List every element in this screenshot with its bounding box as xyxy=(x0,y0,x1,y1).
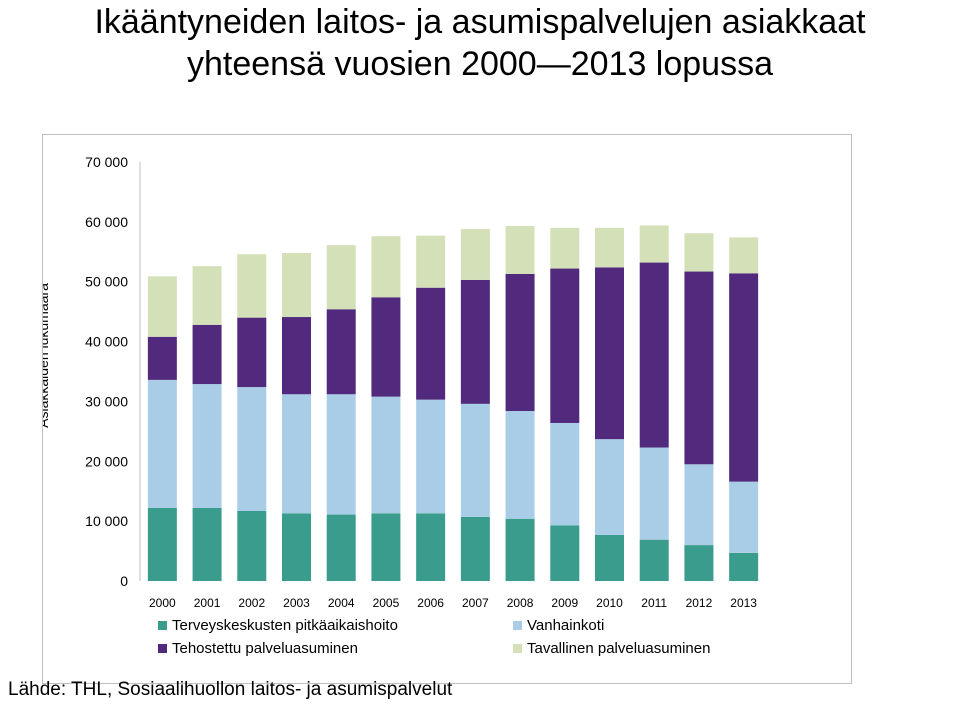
bar-segment xyxy=(460,229,490,280)
bar-segment xyxy=(282,252,311,318)
bar-segment xyxy=(505,273,535,412)
chart-title-line-1: Ikääntyneiden laitos- ja asumispalveluje… xyxy=(94,3,866,41)
bar-segment xyxy=(147,276,177,337)
bar-segment xyxy=(371,396,401,514)
bar-segment xyxy=(729,273,759,482)
x-tick-label: 2003 xyxy=(283,596,310,610)
legend-swatch xyxy=(158,621,167,630)
bar-segment xyxy=(416,235,446,288)
bar-segment xyxy=(416,513,446,581)
bar-segment xyxy=(729,237,759,274)
x-tick-label: 2005 xyxy=(373,596,400,610)
x-tick-label: 2009 xyxy=(551,596,578,610)
bar-segment xyxy=(684,271,714,465)
source-note: Lähde: THL, Sosiaalihuollon laitos- ja a… xyxy=(8,679,453,700)
bar-segment xyxy=(684,464,714,546)
x-tick-label: 2004 xyxy=(328,596,355,610)
bar-segment xyxy=(595,439,624,535)
bar-segment xyxy=(147,336,177,380)
x-tick-label: 2001 xyxy=(194,596,221,610)
legend-swatch xyxy=(513,621,522,630)
y-tick-label: 0 xyxy=(120,573,128,589)
x-tick-label: 2000 xyxy=(149,596,176,610)
chart-frame: 0 10 000 20 000 30 000 40 000 50 000 60 000 70 … xyxy=(42,134,852,684)
x-tick-label: 2010 xyxy=(596,596,623,610)
stacked-bar-chart: 0 10 000 20 000 30 000 40 000 50 000 60 000 70 … xyxy=(43,154,759,657)
bar-segment xyxy=(460,403,490,517)
bar-segment xyxy=(595,534,624,581)
legend-swatch xyxy=(158,644,167,653)
x-tick-label: 2007 xyxy=(462,596,489,610)
legend-label: Tavallinen palveluasuminen xyxy=(527,640,710,657)
bar-segment xyxy=(147,507,177,581)
bar-segment xyxy=(729,552,759,581)
legend-label: Terveyskeskusten pitkäaikaishoito xyxy=(172,617,398,634)
bar-segment xyxy=(192,507,222,581)
bar-segment xyxy=(505,411,535,519)
bar-segment xyxy=(326,514,356,581)
bar-segment xyxy=(595,267,624,440)
legend-label: Vanhainkoti xyxy=(527,617,604,634)
bar-segment xyxy=(192,384,222,508)
bar-segment xyxy=(729,481,759,553)
bar-segment xyxy=(460,516,490,581)
legend-swatch xyxy=(513,644,522,653)
bar-segment xyxy=(326,245,356,310)
y-tick-label: 20 000 xyxy=(85,453,128,469)
bar-segment xyxy=(237,387,267,511)
x-tick-label: 2013 xyxy=(730,596,757,610)
y-tick-label: 70 000 xyxy=(85,154,128,170)
bar-segment xyxy=(416,287,446,400)
bar-segment xyxy=(505,226,535,274)
chart-title-line-2: yhteensä vuosien 2000—2013 lopussa xyxy=(187,45,773,83)
bar-segment xyxy=(684,233,714,272)
bar-segment xyxy=(192,324,222,385)
bar-segment xyxy=(595,227,624,268)
y-tick-label: 40 000 xyxy=(85,334,128,350)
bar-segment xyxy=(639,225,669,263)
bar-segment xyxy=(237,317,267,388)
y-tick-label: 60 000 xyxy=(85,214,128,230)
bar-segment xyxy=(326,309,356,395)
bar-segment xyxy=(550,422,580,526)
bar-segment xyxy=(237,510,267,581)
bar-segment xyxy=(684,545,714,581)
legend-label: Tehostettu palveluasuminen xyxy=(172,640,358,657)
bar-segment xyxy=(550,268,580,423)
bar-segment xyxy=(416,399,446,514)
x-tick-label: 2011 xyxy=(641,596,667,610)
bar-segment xyxy=(639,262,669,448)
bar-segment xyxy=(505,518,535,581)
bar-segment xyxy=(147,379,177,508)
bar-segment xyxy=(326,394,356,515)
bar-segment xyxy=(550,227,580,269)
bar-segment xyxy=(639,539,669,581)
bar-segment xyxy=(550,525,580,581)
bar-segment xyxy=(460,279,490,404)
y-tick-label: 30 000 xyxy=(85,393,128,409)
bar-segment xyxy=(192,266,222,325)
y-tick-label: 10 000 xyxy=(85,513,128,529)
x-tick-label: 2002 xyxy=(238,596,265,610)
y-tick-label: 50 000 xyxy=(85,274,128,290)
bar-segment xyxy=(639,447,669,540)
y-axis-title: Asiakkaiden lukumäärä xyxy=(43,283,51,428)
x-tick-label: 2006 xyxy=(417,596,444,610)
bar-segment xyxy=(371,513,401,581)
bar-segment xyxy=(282,394,311,514)
bar-segment xyxy=(282,513,311,581)
x-tick-label: 2008 xyxy=(507,596,534,610)
bar-segment xyxy=(371,297,401,397)
bar-segment xyxy=(282,317,311,395)
bar-segment xyxy=(237,254,267,318)
bar-segment xyxy=(371,236,401,298)
x-tick-label: 2012 xyxy=(686,596,713,610)
